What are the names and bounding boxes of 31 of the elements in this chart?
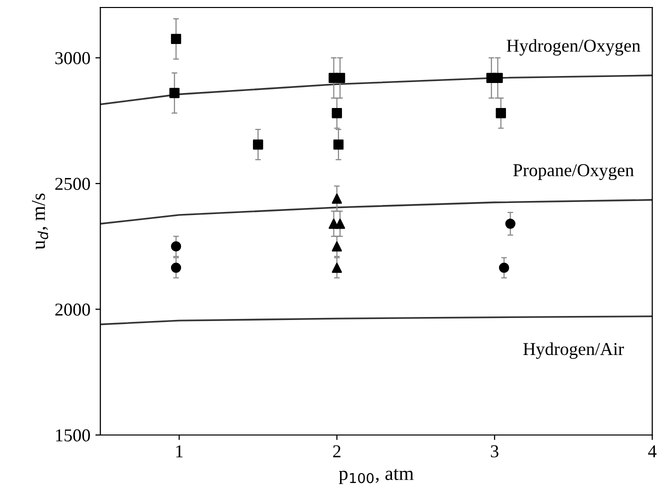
x-tick-label: 1 — [176, 445, 183, 458]
x-tick-label: 4 — [648, 445, 657, 458]
point — [332, 108, 342, 118]
point — [252, 139, 264, 150]
point — [334, 72, 346, 83]
x-tick-label: 2 — [333, 445, 340, 458]
series-label: Hydrogen/Air — [523, 342, 624, 359]
point — [333, 139, 344, 150]
y-tick-label: 3000 — [55, 52, 90, 64]
x-tick-label: 3 — [490, 445, 498, 458]
x-axis-title: p$_{100}$, atm — [338, 468, 414, 484]
point — [332, 262, 342, 273]
point — [170, 262, 182, 273]
y-tick-label: 2500 — [55, 178, 90, 190]
series-label: Hydrogen/Oxygen — [506, 39, 640, 56]
y-tick-label: 2000 — [55, 304, 90, 316]
series-label: Propane/Oxygen — [513, 164, 634, 180]
point — [498, 262, 510, 273]
point — [170, 241, 182, 252]
point — [334, 218, 346, 229]
point — [332, 194, 342, 204]
point — [169, 88, 180, 98]
point — [496, 108, 506, 118]
y-axis-title: u$_{d}$, m/s — [32, 194, 48, 250]
point — [492, 72, 503, 83]
line-series — [100, 199, 652, 225]
y-tick-label: 1500 — [56, 429, 90, 442]
point — [170, 34, 182, 44]
line-series — [100, 315, 652, 326]
point — [505, 218, 516, 229]
point — [332, 241, 342, 252]
